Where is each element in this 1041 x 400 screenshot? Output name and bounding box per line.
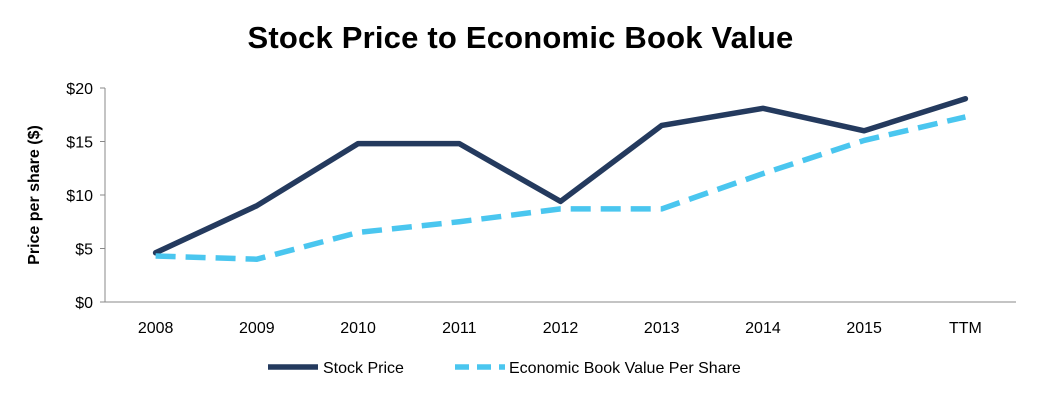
axes xyxy=(104,88,1016,303)
x-tick-label: 2008 xyxy=(138,320,174,337)
series-layer xyxy=(152,95,969,262)
y-ticks: $0 $5 $10 $15 $20 xyxy=(66,81,105,312)
x-tick-label: 2015 xyxy=(846,320,882,337)
legend-label-1: Economic Book Value Per Share xyxy=(509,360,741,377)
y-tick-label: $15 xyxy=(66,135,93,152)
y-tick-label: $5 xyxy=(75,242,93,259)
y-axis-label: Price per share ($) xyxy=(26,125,43,265)
y-tick-label: $10 xyxy=(66,188,93,205)
x-tick-label: 2014 xyxy=(745,320,781,337)
y-tick-label: $0 xyxy=(75,295,93,312)
series-line-0 xyxy=(152,95,969,256)
x-tick-label: 2013 xyxy=(644,320,680,337)
x-tick-label: 2011 xyxy=(442,320,477,337)
x-tick-label: 2010 xyxy=(340,320,376,337)
x-tick-label: 2012 xyxy=(543,320,579,337)
legend: Stock Price Economic Book Value Per Share xyxy=(268,360,741,377)
series-line-1 xyxy=(155,114,967,262)
x-tick-label: 2009 xyxy=(239,320,275,337)
x-ticks: 2008 2009 2010 2011 2012 2013 2014 2015 TTM xyxy=(138,320,982,337)
chart-title: Stock Price to Economic Book Value xyxy=(247,20,794,55)
x-tick-label: TTM xyxy=(949,320,982,337)
y-tick-label: $20 xyxy=(66,81,93,98)
legend-label-0: Stock Price xyxy=(323,360,404,377)
